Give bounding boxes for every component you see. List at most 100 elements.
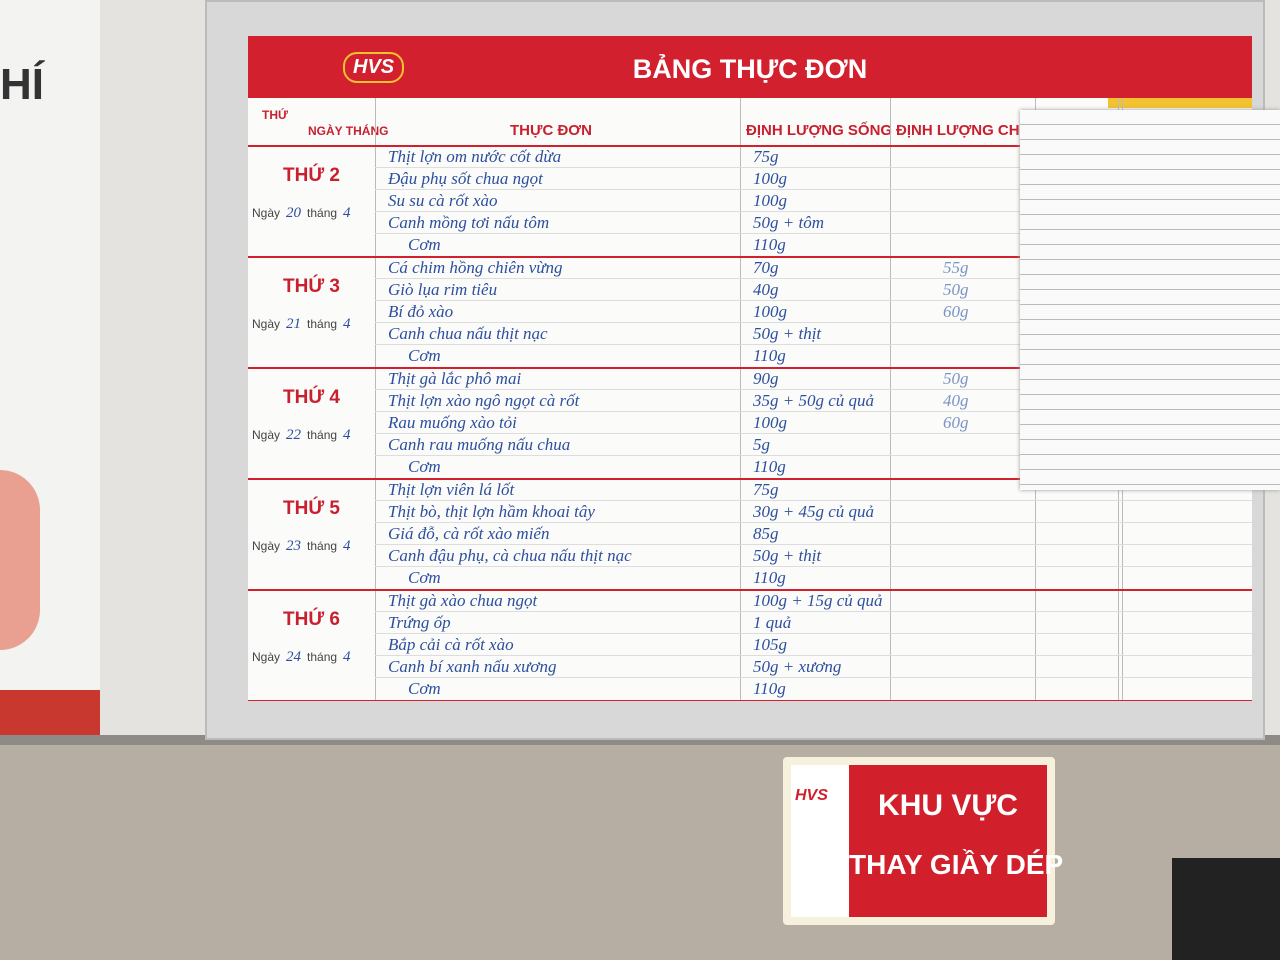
date-part: Ngày <box>252 428 281 442</box>
sign-line: THAY GIẦY DÉP <box>849 849 1064 880</box>
date-part: 4 <box>343 649 351 665</box>
raw-amount: 110g <box>753 679 786 698</box>
date-part: Ngày <box>252 317 281 331</box>
dish: Đậu phụ sốt chua ngọt <box>388 169 543 188</box>
date-part: tháng <box>307 317 338 331</box>
dish: Thịt gà xào chua ngọt <box>388 591 538 610</box>
raw-amount: 70g <box>753 258 779 277</box>
line-rule <box>375 522 1252 523</box>
raw-amount: 85g <box>753 524 779 543</box>
line-rule <box>375 544 1252 545</box>
dish: Thịt gà lắc phô mai <box>388 369 522 388</box>
date-part: 4 <box>343 205 351 221</box>
dish: Giá đỗ, cà rốt xào miến <box>388 524 550 543</box>
column-line <box>740 98 741 700</box>
dish: Thịt bò, thịt lợn hầm khoai tây <box>388 502 595 521</box>
column-line <box>890 98 891 700</box>
date-part: 4 <box>343 538 351 554</box>
line-rule <box>375 677 1252 678</box>
dish: Canh rau muống nấu chua <box>388 435 571 454</box>
dish: Cơm <box>408 568 441 587</box>
cooked-amount: 60g <box>943 413 969 432</box>
dish: Su su cà rốt xào <box>388 191 498 210</box>
line-rule <box>375 455 1252 456</box>
date-part: Ngày <box>252 539 281 553</box>
line-rule <box>375 633 1252 634</box>
dish: Thịt lợn viên lá lốt <box>388 480 515 499</box>
cooked-amount: 55g <box>943 258 969 277</box>
dish: Thịt lợn om nước cốt dừa <box>388 147 562 166</box>
raw-amount: 1 quả <box>753 613 792 632</box>
raw-amount: 100g <box>753 302 787 321</box>
line-rule <box>375 566 1252 567</box>
dish: Trứng ốp <box>388 613 451 632</box>
vent <box>1172 858 1280 960</box>
dish: Rau muống xào tỏi <box>388 413 517 432</box>
weekday: THỨ 5 <box>283 498 340 519</box>
date: Ngày 20 tháng 4 <box>252 205 357 222</box>
date-part: 21 <box>286 316 302 332</box>
line-rule <box>375 167 1252 168</box>
raw-amount: 50g + xương <box>753 657 842 676</box>
dish: Cơm <box>408 457 441 476</box>
date-part: 24 <box>286 649 302 665</box>
dish: Canh bí xanh nấu xương <box>388 657 557 676</box>
weekday: THỨ 3 <box>283 276 340 297</box>
sign-line: KHU VỰC <box>878 789 1018 822</box>
raw-amount: 110g <box>753 346 786 365</box>
col-cooked: ĐỊNH LƯỢNG CHÍN <box>896 122 1035 139</box>
dish: Cơm <box>408 235 441 254</box>
raw-amount: 100g <box>753 191 787 210</box>
poster-text: HÍ <box>0 60 44 109</box>
dish: Cơm <box>408 346 441 365</box>
row-divider <box>248 367 1252 369</box>
cooked-amount: 50g <box>943 280 969 299</box>
date-part: tháng <box>307 428 338 442</box>
cooked-amount: 60g <box>943 302 969 321</box>
sign-logo-bg <box>791 765 849 917</box>
date-part: Ngày <box>252 206 281 220</box>
raw-amount: 110g <box>753 235 786 254</box>
sign: HVS KHU VỰC THAY GIẦY DÉP <box>783 757 1064 925</box>
date: Ngày 24 tháng 4 <box>252 649 357 666</box>
logo: HVS <box>343 52 405 83</box>
line-rule <box>375 611 1252 612</box>
dish: Cá chim hồng chiên vừng <box>388 258 563 277</box>
date-part: tháng <box>307 539 338 553</box>
col-date: NGÀY THÁNG <box>308 124 389 138</box>
raw-amount: 75g <box>753 480 779 499</box>
line-rule <box>375 500 1252 501</box>
poster-band <box>0 690 100 735</box>
raw-amount: 30g + 45g củ quả <box>753 502 875 521</box>
tile-wall <box>0 740 1280 960</box>
sign-logo: HVS <box>795 787 828 804</box>
dish: Bí đỏ xào <box>388 302 454 321</box>
line-rule <box>375 655 1252 656</box>
raw-amount: 110g <box>753 568 786 587</box>
date: Ngày 21 tháng 4 <box>252 316 357 333</box>
wall-trim <box>0 735 1280 745</box>
line-rule <box>375 233 1252 234</box>
raw-amount: 100g + 15g củ quả <box>753 591 883 610</box>
dish: Canh mồng tơi nấu tôm <box>388 213 550 232</box>
raw-amount: 50g + thịt <box>753 324 822 343</box>
line-rule <box>375 189 1252 190</box>
col-weekday: THỨ <box>262 108 288 122</box>
date-part: Ngày <box>252 650 281 664</box>
line-rule <box>375 433 1252 434</box>
weekday: THỨ 4 <box>283 387 340 408</box>
raw-amount: 50g + tôm <box>753 213 824 232</box>
raw-amount: 40g <box>753 280 779 299</box>
date-part: 4 <box>343 427 351 443</box>
dish: Thịt lợn xào ngô ngọt cà rốt <box>388 391 580 410</box>
line-rule <box>375 300 1252 301</box>
line-rule <box>375 278 1252 279</box>
date-part: tháng <box>307 206 338 220</box>
line-rule <box>375 411 1252 412</box>
dish: Bắp cải cà rốt xào <box>388 635 514 654</box>
raw-amount: 90g <box>753 369 779 388</box>
cooked-amount: 40g <box>943 391 969 410</box>
date-part: tháng <box>307 650 338 664</box>
col-raw: ĐỊNH LƯỢNG SỐNG <box>746 122 893 139</box>
raw-amount: 5g <box>753 435 770 454</box>
